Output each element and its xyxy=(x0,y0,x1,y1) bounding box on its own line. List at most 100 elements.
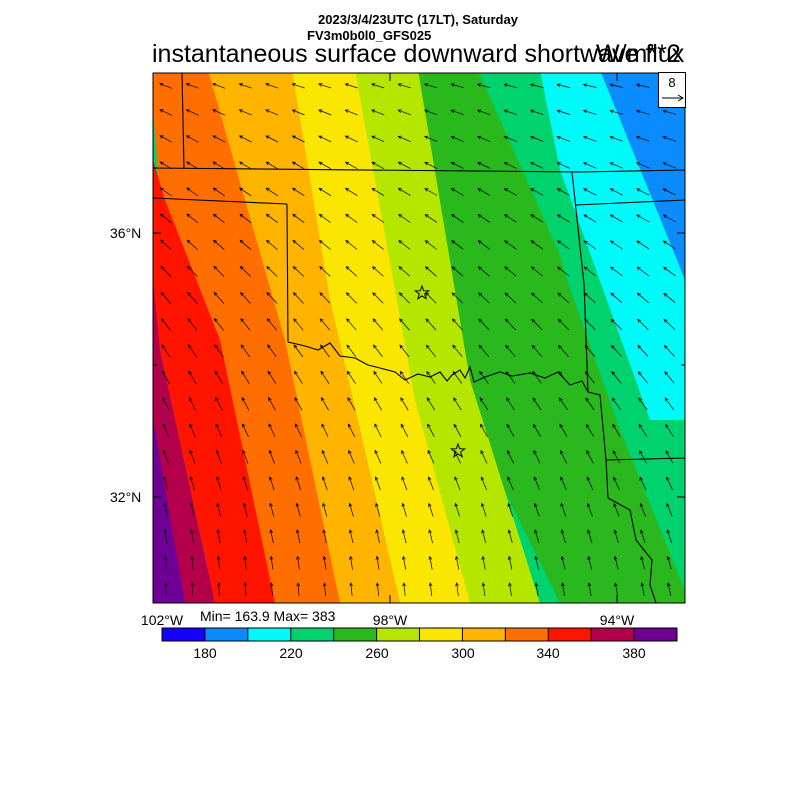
wind-arrow xyxy=(344,135,358,143)
wind-arrow xyxy=(638,423,648,437)
wind-arrow xyxy=(637,344,649,357)
wind-arrow xyxy=(318,109,332,116)
wind-arrow xyxy=(185,109,199,116)
reference-vector-label: 8 xyxy=(668,75,676,90)
colorbar-swatch xyxy=(591,628,635,641)
wind-arrow xyxy=(320,396,329,411)
wind-arrow xyxy=(268,423,276,438)
wind-arrow xyxy=(561,582,565,597)
wind-arrow xyxy=(609,109,623,115)
wind-arrow xyxy=(318,213,331,223)
wind-arrow xyxy=(295,476,302,491)
lat-label-32n: 32°N xyxy=(110,489,142,505)
colorbar-swatch xyxy=(162,628,206,641)
wind-arrow xyxy=(374,476,381,491)
wind-arrow xyxy=(212,239,225,250)
shading-band xyxy=(601,73,685,280)
wind-arrow xyxy=(348,449,355,464)
lat-label-36n: 36°N xyxy=(110,225,142,241)
wind-arrow xyxy=(212,161,226,170)
wind-arrow xyxy=(427,423,435,437)
wind-arrow xyxy=(428,502,434,517)
wind-arrow xyxy=(640,529,646,544)
wind-arrow xyxy=(556,188,570,196)
oklahoma-arkansas-line xyxy=(571,171,589,393)
wind-arrow xyxy=(160,291,172,304)
wind-arrow xyxy=(559,423,568,437)
wind-arrow xyxy=(240,291,251,304)
wind-arrow xyxy=(529,83,544,88)
wind-arrow xyxy=(238,83,252,89)
louisiana-arkansas-south xyxy=(605,457,685,461)
wind-arrow xyxy=(212,135,226,143)
wind-arrow xyxy=(185,83,199,89)
wind-arrow xyxy=(345,292,357,304)
wind-arrow xyxy=(292,265,305,277)
colorbar xyxy=(161,627,678,642)
valid-time-title: 2023/3/4/23UTC (17LT), Saturday xyxy=(318,12,518,27)
wind-arrow xyxy=(371,135,385,143)
wind-arrow xyxy=(635,162,650,169)
shading-band xyxy=(205,73,400,603)
wind-arrow xyxy=(294,396,303,411)
wind-arrow xyxy=(243,582,248,597)
wind-arrow xyxy=(319,292,331,304)
wind-arrow xyxy=(424,214,437,223)
wind-arrow xyxy=(613,555,619,570)
lon-label-102w: 102°W xyxy=(140,612,184,628)
wind-arrow xyxy=(558,397,568,411)
wind-arrow xyxy=(454,555,460,570)
wind-arrow xyxy=(215,449,222,464)
wind-arrow xyxy=(267,370,277,384)
wind-arrow xyxy=(186,187,199,197)
wind-arrow xyxy=(241,396,250,411)
wind-arrow xyxy=(424,266,437,277)
state-line-north xyxy=(153,167,685,173)
wind-arrow xyxy=(371,83,385,89)
wind-arrow xyxy=(556,83,570,88)
wind-arrow xyxy=(344,161,358,170)
wind-arrow xyxy=(455,582,459,597)
wind-arrow xyxy=(478,318,490,331)
wind-arrow xyxy=(478,344,489,357)
wind-arrow xyxy=(639,450,647,464)
wind-arrow xyxy=(612,423,621,437)
wind-arrow xyxy=(424,162,438,169)
colorbar-swatch xyxy=(247,628,292,641)
wind-arrow xyxy=(213,291,225,304)
state-boundaries xyxy=(153,73,685,603)
wind-arrow xyxy=(635,109,650,115)
wind-arrow xyxy=(375,529,380,544)
wind-arrow xyxy=(556,109,570,115)
wind-arrow xyxy=(162,396,170,411)
wind-arrow xyxy=(318,161,332,170)
wind-arrow xyxy=(662,109,676,115)
oklahoma-panhandle-north xyxy=(153,197,288,205)
wind-arrow xyxy=(530,162,544,169)
wind-arrow xyxy=(398,266,411,277)
wind-arrow xyxy=(533,449,541,464)
wind-arrow xyxy=(322,555,327,570)
wind-arrow xyxy=(507,450,514,464)
wind-arrow xyxy=(609,240,623,250)
wind-arrow xyxy=(504,266,517,277)
wind-arrow xyxy=(295,529,301,544)
colorbar-swatch xyxy=(290,628,335,641)
wind-arrow xyxy=(505,344,516,357)
wind-arrow xyxy=(371,214,384,223)
wind-arrow xyxy=(346,318,357,331)
wind-arrow xyxy=(374,423,382,438)
wind-arrow xyxy=(583,214,597,223)
wind-arrow xyxy=(662,240,676,250)
wind-arrow xyxy=(265,213,278,223)
wind-arrow xyxy=(663,292,676,303)
wind-arrow xyxy=(609,83,623,88)
wind-arrow xyxy=(399,318,410,331)
wind-arrow xyxy=(268,396,276,411)
star-marker-north xyxy=(413,284,431,300)
wind-arrow xyxy=(267,344,277,358)
wind-arrow xyxy=(163,528,168,544)
wind-arrow xyxy=(426,370,436,384)
wind-arrow xyxy=(161,370,171,385)
wind-arrow xyxy=(401,529,407,544)
